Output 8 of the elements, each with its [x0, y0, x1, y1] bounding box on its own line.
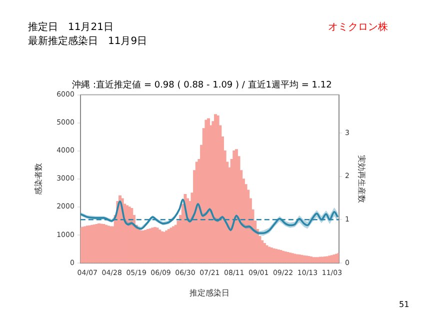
text: 最新推定感染日 11月9日 [28, 34, 148, 48]
text: オミクロン株 [328, 20, 388, 34]
text: 51 [399, 300, 410, 309]
text: 推定日 11月21日 [28, 20, 114, 34]
y-axis-title: 感染者数 [34, 162, 43, 195]
x-axis-title: 推定感染日 [190, 288, 230, 298]
chart-title: 沖縄 :直近推定値 = 0.98 ( 0.88 - 1.09 ) / 直近1週平均 = 1.12 [72, 80, 332, 91]
y2-axis-title: 実効再生産数 [357, 154, 366, 203]
